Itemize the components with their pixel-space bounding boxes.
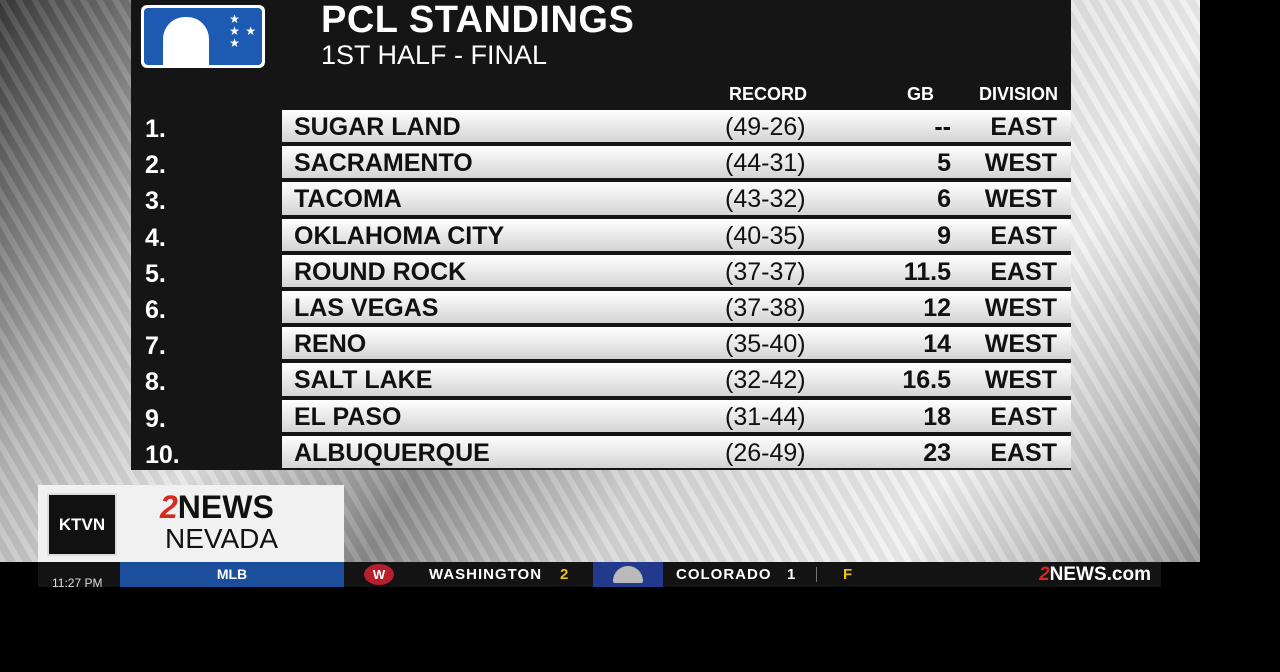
gb-header: GB (907, 84, 934, 104)
team-division: EAST (990, 221, 1057, 250)
ktvn-logo: KTVN (47, 493, 117, 556)
rank-number: 6. (145, 295, 166, 324)
rank-number: 1. (145, 115, 166, 143)
team-name: OKLAHOMA CITY (294, 221, 505, 250)
team-record: (40-35) (725, 221, 806, 250)
team-name: ALBUQUERQUE (294, 438, 490, 467)
region-label: NEVADA (165, 523, 279, 554)
team-record: (37-37) (725, 257, 806, 286)
team-division: EAST (990, 438, 1057, 467)
table-row: TACOMA (43-32) 6 WEST (282, 182, 1071, 215)
table-row: SALT LAKE (32-42) 16.5 WEST (282, 363, 1071, 396)
ticker-time: 11:27 PM (52, 576, 103, 590)
rank-number: 8. (145, 368, 166, 397)
division-header: DIVISION (979, 84, 1059, 104)
table-row: SUGAR LAND (49-26) -- EAST (282, 110, 1071, 143)
team-division: WEST (984, 330, 1057, 359)
games-behind: 9 (937, 221, 951, 250)
table-row: EL PASO (31-44) 18 EAST (282, 399, 1071, 432)
rank-number: 5. (145, 259, 166, 288)
games-behind: 12 (923, 293, 951, 322)
nationals-logo-icon: W (364, 564, 394, 585)
mlb-logo-icon: ★ ★ ★ ★ (141, 5, 265, 68)
team-record: (37-38) (725, 293, 806, 322)
team-name: LAS VEGAS (294, 293, 439, 322)
table-row: ALBUQUERQUE (26-49) 23 EAST (282, 435, 1071, 468)
team-record: (43-32) (725, 185, 806, 214)
ticker-team2: COLORADO (676, 566, 772, 583)
standings-board: ★ ★ ★ ★ PCL STANDINGS 1ST HALF - FINAL REC… (131, 0, 1071, 470)
team-division: WEST (984, 185, 1057, 214)
games-behind: 5 (937, 149, 951, 178)
website-label: 2NEWS.com (1039, 564, 1151, 585)
rank-column: 1. 2. 3. 4. 5. 6. 7. 8. 9. 10. (131, 110, 282, 472)
games-behind: 23 (923, 438, 951, 467)
rank-number: 10. (145, 440, 180, 469)
ticker-score2: 1 (787, 566, 796, 583)
team-name: EL PASO (294, 402, 402, 431)
team-record: (44-31) (725, 149, 806, 178)
team-name: ROUND ROCK (294, 257, 467, 286)
games-behind: -- (934, 113, 951, 141)
team-name: TACOMA (294, 185, 402, 214)
games-behind: 18 (923, 402, 951, 431)
rank-number: 4. (145, 223, 166, 252)
score-ticker: 11:27 PM MLB W WASHINGTON 2 COLORADO 1 F… (38, 562, 1161, 590)
2news-logo: 2NEWS (160, 489, 274, 525)
station-branding: KTVN 2NEWS NEVADA (38, 485, 344, 562)
table-row: RENO (35-40) 14 WEST (282, 327, 1071, 360)
team-division: EAST (990, 257, 1057, 286)
rank-number: 7. (145, 332, 166, 361)
team-division: WEST (984, 366, 1057, 395)
table-row: ROUND ROCK (37-37) 11.5 EAST (282, 254, 1071, 287)
team-name: SALT LAKE (294, 366, 433, 395)
table-row: SACRAMENTO (44-31) 5 WEST (282, 146, 1071, 179)
team-record: (26-49) (725, 438, 806, 467)
table-row: OKLAHOMA CITY (40-35) 9 EAST (282, 218, 1071, 251)
team-record: (35-40) (725, 330, 806, 359)
page-title: PCL STANDINGS (321, 0, 635, 41)
rockies-logo-icon (613, 566, 643, 583)
games-behind: 11.5 (903, 257, 951, 286)
team-division: EAST (990, 113, 1057, 141)
league-label: MLB (120, 562, 344, 587)
team-record: (49-26) (725, 113, 806, 141)
background-frame: ★ ★ ★ ★ PCL STANDINGS 1ST HALF - FINAL REC… (0, 0, 1200, 562)
page-subtitle: 1ST HALF - FINAL (321, 40, 548, 70)
rank-number: 2. (145, 151, 166, 180)
ticker-divider (816, 567, 817, 582)
team-name: RENO (294, 330, 367, 359)
team-record: (31-44) (725, 402, 806, 431)
games-behind: 14 (923, 330, 951, 359)
ticker-team1: WASHINGTON (429, 566, 543, 583)
record-header: RECORD (729, 84, 808, 104)
table-row: LAS VEGAS (37-38) 12 WEST (282, 290, 1071, 324)
standings-table: SUGAR LAND (49-26) -- EAST SACRAMENTO (44-31)… (282, 110, 1071, 472)
game-status: F (843, 566, 853, 583)
rank-number: 9. (145, 404, 166, 433)
rank-number: 3. (145, 187, 166, 216)
team-division: EAST (990, 402, 1057, 431)
team-name: SUGAR LAND (294, 113, 461, 141)
team-record: (32-42) (725, 366, 806, 395)
team-division: WEST (984, 293, 1057, 322)
games-behind: 16.5 (902, 366, 951, 395)
team-division: WEST (984, 149, 1057, 178)
ticker-score1: 2 (560, 566, 569, 583)
games-behind: 6 (937, 185, 951, 214)
team-name: SACRAMENTO (294, 149, 473, 178)
